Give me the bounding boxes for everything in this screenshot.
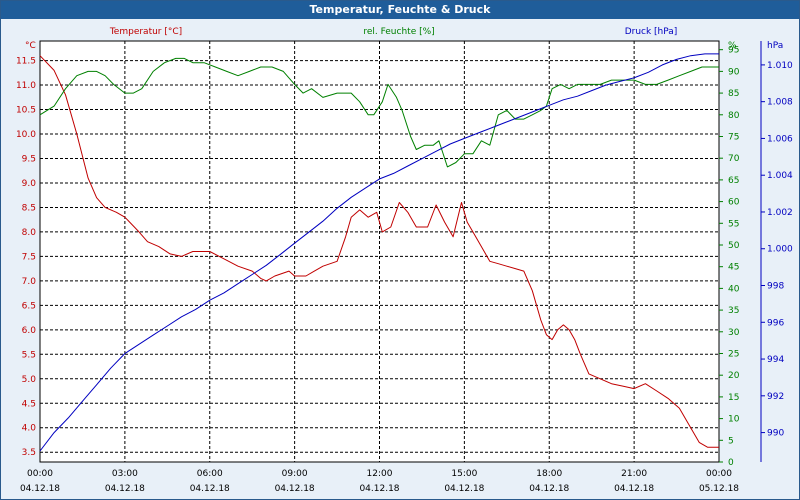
press-tick-label: 1.008 — [767, 98, 793, 108]
x-tick-label: 09:00 — [282, 469, 308, 479]
press-tick-label: 1.004 — [767, 171, 793, 181]
temp-tick-label: 11.5 — [16, 57, 36, 67]
x-date-label: 04.12.18 — [20, 484, 60, 494]
hum-tick-label: 5 — [728, 436, 734, 446]
temp-tick-label: 9.5 — [22, 154, 36, 164]
chart-title: Temperatur, Feuchte & Druck — [1, 1, 799, 19]
temperature-line — [39, 55, 719, 448]
x-date-label: 04.12.18 — [529, 484, 569, 494]
hum-tick-label: 10 — [728, 415, 740, 425]
temp-tick-label: 7.0 — [22, 277, 37, 287]
hum-tick-label: 30 — [728, 328, 740, 338]
hum-tick-label: 65 — [728, 176, 739, 186]
press-tick-label: 992 — [767, 392, 784, 402]
temp-axis-label: Temperatur [°C] — [109, 27, 182, 37]
temp-tick-label: 10.5 — [16, 106, 36, 116]
hum-tick-label: 50 — [728, 241, 740, 251]
press-tick-label: 1.000 — [767, 245, 793, 255]
temp-tick-label: 8.5 — [22, 203, 36, 213]
press-tick-label: 998 — [767, 282, 784, 292]
temp-tick-label: 8.0 — [22, 228, 37, 238]
temp-tick-label: 11.0 — [16, 81, 36, 91]
hum-tick-label: 40 — [728, 284, 740, 294]
hum-tick-label: 60 — [728, 198, 740, 208]
hum-tick-label: 20 — [728, 371, 740, 381]
x-tick-label: 21:00 — [621, 469, 647, 479]
hum-tick-label: 15 — [728, 393, 739, 403]
hum-tick-label: 45 — [728, 263, 739, 273]
x-tick-label: 00:00 — [27, 469, 53, 479]
x-tick-label: 03:00 — [112, 469, 138, 479]
temp-tick-label: 6.0 — [22, 326, 37, 336]
x-date-label: 05.12.18 — [699, 484, 739, 494]
x-tick-label: 18:00 — [536, 469, 562, 479]
hum-tick-label: 85 — [728, 89, 739, 99]
press-tick-label: 1.006 — [767, 134, 793, 144]
x-date-label: 04.12.18 — [190, 484, 230, 494]
hum-tick-label: 70 — [728, 154, 740, 164]
temp-tick-label: 3.5 — [22, 448, 36, 458]
hum-tick-label: 0 — [728, 458, 734, 468]
press-axis-unit: hPa — [767, 41, 783, 51]
temp-tick-label: 9.0 — [22, 179, 37, 189]
press-tick-label: 1.002 — [767, 208, 793, 218]
temp-tick-label: 4.5 — [22, 399, 36, 409]
temp-tick-label: 6.5 — [22, 301, 36, 311]
press-tick-label: 996 — [767, 318, 784, 328]
x-date-label: 04.12.18 — [275, 484, 315, 494]
press-tick-label: 994 — [767, 355, 784, 365]
hum-tick-label: 80 — [728, 111, 740, 121]
x-date-label: 04.12.18 — [105, 484, 145, 494]
x-date-label: 04.12.18 — [444, 484, 484, 494]
press-tick-label: 990 — [767, 429, 784, 439]
x-date-label: 04.12.18 — [614, 484, 654, 494]
x-tick-label: 15:00 — [451, 469, 477, 479]
hum-tick-label: 75 — [728, 132, 739, 142]
temp-tick-label: 4.0 — [22, 424, 37, 434]
chart-svg: 00:00 04.12.18 03:00 04.12.18 06:00 04.12.18 0… — [16, 27, 793, 494]
temp-tick-label: 7.5 — [22, 252, 36, 262]
hum-tick-label: 25 — [728, 349, 739, 359]
hum-axis-unit: % — [728, 41, 737, 51]
x-tick-label: 12:00 — [367, 469, 393, 479]
press-tick-label: 1.010 — [767, 61, 793, 71]
temp-axis-unit: °C — [25, 41, 36, 51]
temp-tick-label: 5.0 — [22, 375, 37, 385]
humidity-line — [39, 57, 719, 168]
x-date-label: 04.12.18 — [359, 484, 399, 494]
temp-tick-label: 10.0 — [16, 130, 36, 140]
hum-tick-label: 35 — [728, 306, 739, 316]
series-layer — [39, 53, 719, 452]
hum-tick-label: 90 — [728, 67, 740, 77]
hum-tick-label: 55 — [728, 219, 739, 229]
hum-axis-label: rel. Feuchte [%] — [363, 27, 434, 37]
x-tick-label: 06:00 — [197, 469, 223, 479]
hum-tick-label: 95 — [728, 46, 739, 56]
x-tick-label: 00:00 — [706, 469, 732, 479]
press-axis-label: Druck [hPa] — [625, 27, 678, 37]
temp-tick-label: 5.5 — [22, 350, 36, 360]
pressure-line — [39, 53, 719, 452]
axis-layer: 00:00 04.12.18 03:00 04.12.18 06:00 04.12.18 0… — [16, 27, 793, 494]
